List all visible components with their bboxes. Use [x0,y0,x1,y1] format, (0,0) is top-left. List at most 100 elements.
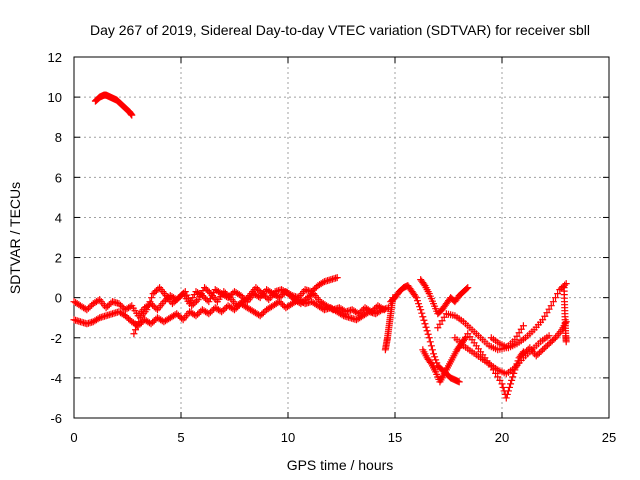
data-point [507,380,515,388]
y-tick-label: 6 [55,170,62,185]
data-point [286,291,294,299]
data-point [545,340,553,348]
data-point [534,350,542,358]
data-point [308,291,316,299]
data-point [277,299,285,307]
data-point [367,308,375,316]
data-point [333,274,341,282]
series-high-arc [91,91,136,119]
chart-title: Day 267 of 2019, Sidereal Day-to-day VTE… [90,22,590,38]
data-point [311,285,319,293]
data-point [168,300,176,308]
data-point [258,290,266,298]
data-point [432,356,440,364]
data-point [426,358,434,366]
data-point [148,294,156,302]
data-point [420,280,428,288]
data-point [427,342,435,350]
data-point [545,305,553,313]
data-point [118,303,126,311]
x-tick-label: 15 [388,430,402,445]
series-late-18-22-f [451,332,553,378]
data-point [559,283,567,291]
data-point [86,303,94,311]
data-point [133,322,141,330]
data-point [424,330,432,338]
plot-frame [73,56,610,419]
data-point [297,300,305,308]
data-point [428,346,436,354]
x-tick-label: 10 [281,430,295,445]
data-point [202,285,210,293]
data-point [539,346,547,354]
data-point [149,318,157,326]
data-point [205,288,213,296]
data-point [105,301,113,309]
data-point [194,296,202,304]
data-point [535,349,543,357]
data-point [433,359,441,367]
data-point [239,298,247,306]
data-point [260,291,268,299]
data-point [84,304,92,312]
data-point [172,297,180,305]
data-point [115,300,123,308]
data-point [540,344,548,352]
y-axis-label: SDTVAR / TECUs [7,182,23,294]
data-point [181,288,189,296]
data-point [549,298,557,306]
data-point [552,294,559,302]
data-point [208,307,216,315]
data-point [513,332,521,340]
data-point [256,312,264,320]
data-point [380,306,388,314]
data-point [550,335,558,343]
y-tick-labels: -6 -4 -2 0 2 4 6 8 10 12 [48,50,62,426]
data-point [455,344,463,352]
data-point [436,320,444,328]
data-point [225,292,233,300]
data-point [422,323,430,331]
data-point [355,310,363,318]
data-point [418,309,426,317]
data-point [379,305,387,313]
data-point [143,306,151,314]
data-point [275,298,283,306]
data-point [197,290,205,298]
data-point [191,299,199,307]
x-tick-label: 20 [495,430,509,445]
data-point [356,308,364,316]
data-point [287,293,295,301]
data-point [223,291,231,299]
data-point [160,298,168,306]
data-point [262,293,270,301]
data-point [170,298,178,306]
data-point [173,295,181,303]
series-late-17-21-d [434,310,527,354]
y-tick-label: 2 [55,251,62,266]
data-point [300,297,308,305]
data-point [438,317,446,325]
data-point [532,352,540,360]
data-point [259,309,267,317]
data-point [189,300,197,308]
data-point [496,376,504,384]
data-point [104,302,112,310]
data-point [411,292,419,300]
data-point [255,293,263,301]
y-tick-label: -6 [50,411,62,426]
data-point [517,325,525,333]
data-point [504,387,512,395]
data-point [254,285,262,293]
data-point [258,310,266,318]
series-spike-14-6 [381,294,397,354]
data-point [455,378,463,386]
data-point [542,343,550,351]
x-tick-label: 0 [70,430,77,445]
data-point [431,353,439,361]
data-point [241,296,249,304]
data-point [130,330,138,338]
data-point [231,306,238,314]
y-tick-label: 4 [55,210,62,225]
